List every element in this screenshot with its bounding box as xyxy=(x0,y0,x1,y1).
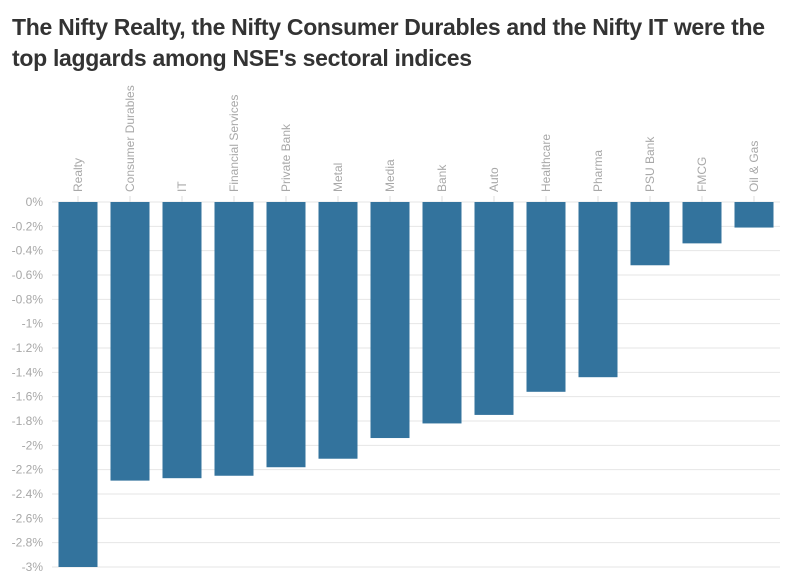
y-tick-label: -1.8% xyxy=(12,414,44,428)
bar xyxy=(318,202,358,459)
bar xyxy=(630,202,670,266)
y-tick-label: -0.2% xyxy=(12,219,44,233)
y-tick-label: -1.4% xyxy=(12,365,44,379)
bar xyxy=(110,202,150,481)
bar xyxy=(578,202,618,378)
x-tick-label: Auto xyxy=(487,167,501,192)
bar xyxy=(266,202,306,468)
y-tick-label: -2.6% xyxy=(12,511,44,525)
bar xyxy=(474,202,514,415)
bar xyxy=(370,202,410,439)
x-tick-label: Private Bank xyxy=(279,123,293,192)
x-tick-label: Bank xyxy=(435,164,449,192)
y-tick-label: -0.8% xyxy=(12,292,44,306)
x-tick-label: Consumer Durables xyxy=(123,85,137,192)
bar xyxy=(734,202,774,228)
x-tick-label: PSU Bank xyxy=(643,136,657,192)
y-tick-label: -0.4% xyxy=(12,244,44,258)
x-tick-label: IT xyxy=(175,181,189,192)
x-tick-label: Financial Services xyxy=(227,95,241,192)
x-tick-label: Healthcare xyxy=(539,134,553,192)
bar xyxy=(526,202,566,392)
y-tick-label: -3% xyxy=(22,560,44,574)
y-tick-label: -2.8% xyxy=(12,536,44,550)
bar xyxy=(214,202,254,476)
x-tick-label: Pharma xyxy=(591,150,605,192)
bar xyxy=(422,202,462,424)
chart-title: The Nifty Realty, the Nifty Consumer Dur… xyxy=(12,14,765,71)
x-tick-label: Realty xyxy=(71,158,85,192)
y-tick-label: -2% xyxy=(22,438,44,452)
y-tick-label: -1.2% xyxy=(12,341,44,355)
y-tick-label: -2.2% xyxy=(12,463,44,477)
y-tick-label: -2.4% xyxy=(12,487,44,501)
y-tick-label: 0% xyxy=(26,195,44,209)
x-tick-label: FMCG xyxy=(695,157,709,192)
y-tick-label: -1% xyxy=(22,317,44,331)
x-tick-label: Oil & Gas xyxy=(747,141,761,192)
bar xyxy=(682,202,722,244)
bar xyxy=(162,202,202,479)
x-tick-label: Media xyxy=(383,159,397,192)
bar xyxy=(58,202,98,567)
y-tick-label: -1.6% xyxy=(12,390,44,404)
x-tick-label: Metal xyxy=(331,163,345,192)
y-tick-label: -0.6% xyxy=(12,268,44,282)
